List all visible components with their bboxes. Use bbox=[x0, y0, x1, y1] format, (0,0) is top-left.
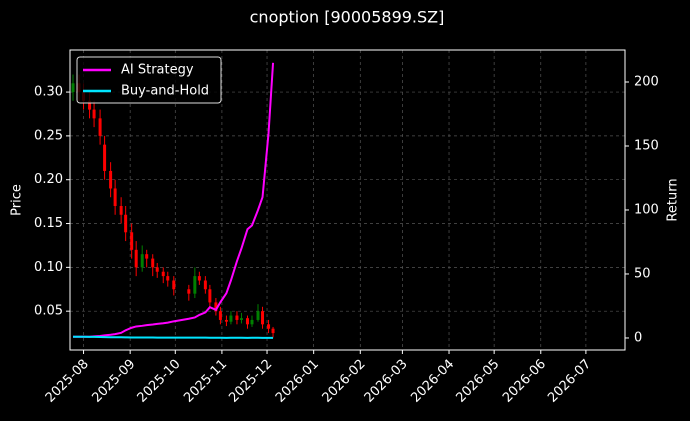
y-tick-label: 0.30 bbox=[34, 85, 63, 100]
candle-body bbox=[193, 276, 197, 294]
x-tick-label: 2026-02 bbox=[320, 357, 369, 406]
candle-body bbox=[239, 318, 243, 320]
candle-body bbox=[140, 254, 144, 268]
candle-body bbox=[145, 254, 149, 259]
candle-body bbox=[172, 280, 176, 290]
candle-body bbox=[161, 271, 165, 277]
candle-body bbox=[214, 302, 218, 312]
y2-tick-label: 0 bbox=[634, 330, 642, 345]
candle-body bbox=[256, 311, 260, 320]
candle-body bbox=[109, 170, 113, 189]
x-tick-label: 2026-06 bbox=[500, 357, 549, 406]
candle-body bbox=[92, 109, 96, 119]
line-series bbox=[73, 335, 274, 339]
candle-body bbox=[229, 315, 233, 322]
candle-body bbox=[98, 118, 102, 136]
x-tick-label: 2025-10 bbox=[135, 357, 184, 406]
x-tick-label: 2026-01 bbox=[273, 357, 322, 406]
y2-tick-label: 200 bbox=[634, 74, 659, 89]
candle-body bbox=[124, 214, 128, 233]
x-tick-label: 2025-12 bbox=[226, 357, 275, 406]
y2-axis-label: Return bbox=[666, 178, 681, 221]
candle-body bbox=[267, 324, 271, 329]
y-tick-label: 0.25 bbox=[34, 128, 63, 143]
y2-tick-label: 150 bbox=[634, 138, 659, 153]
x-tick-label: 2026-04 bbox=[408, 357, 457, 406]
candle-body bbox=[250, 319, 254, 325]
candle-body bbox=[208, 289, 212, 303]
candle-body bbox=[187, 289, 191, 294]
candle-body bbox=[245, 318, 249, 325]
y-tick-label: 0.15 bbox=[34, 216, 63, 231]
candle-body bbox=[113, 188, 117, 207]
y-tick-label: 0.10 bbox=[34, 260, 63, 275]
y2-tick-label: 100 bbox=[634, 202, 659, 217]
chart-title: cnoption [90005899.SZ] bbox=[250, 8, 445, 27]
y-tick-label: 0.05 bbox=[34, 304, 63, 319]
candle-body bbox=[88, 100, 92, 110]
candle-body bbox=[224, 319, 228, 322]
candle-body bbox=[130, 232, 134, 250]
y-tick-label: 0.20 bbox=[34, 172, 63, 187]
y-axis-label: Price bbox=[10, 184, 25, 216]
plot-frame bbox=[69, 49, 626, 351]
candle-body bbox=[261, 311, 265, 325]
candle-body bbox=[166, 276, 170, 281]
x-tick-label: 2026-03 bbox=[362, 357, 411, 406]
candle-body bbox=[134, 249, 138, 268]
line-series bbox=[73, 62, 275, 338]
candle-body bbox=[235, 315, 239, 320]
legend-label: AI Strategy bbox=[121, 63, 194, 78]
x-tick-label: 2025-09 bbox=[89, 357, 138, 406]
legend-box bbox=[76, 56, 222, 104]
x-tick-label: 2026-07 bbox=[545, 357, 594, 406]
x-tick-label: 2025-11 bbox=[181, 357, 230, 406]
candle-body bbox=[271, 328, 275, 334]
candle-body bbox=[155, 267, 159, 272]
x-tick-label: 2025-08 bbox=[43, 357, 92, 406]
candle-body bbox=[218, 311, 222, 320]
y2-tick-label: 50 bbox=[634, 266, 651, 281]
candle-body bbox=[197, 276, 201, 281]
candle-body bbox=[71, 83, 75, 93]
candle-body bbox=[103, 144, 107, 171]
candle-body bbox=[119, 206, 123, 215]
candle-body bbox=[203, 280, 207, 290]
x-tick-label: 2026-05 bbox=[453, 357, 502, 406]
candle-body bbox=[151, 258, 155, 268]
legend-label: Buy-and-Hold bbox=[121, 84, 209, 99]
